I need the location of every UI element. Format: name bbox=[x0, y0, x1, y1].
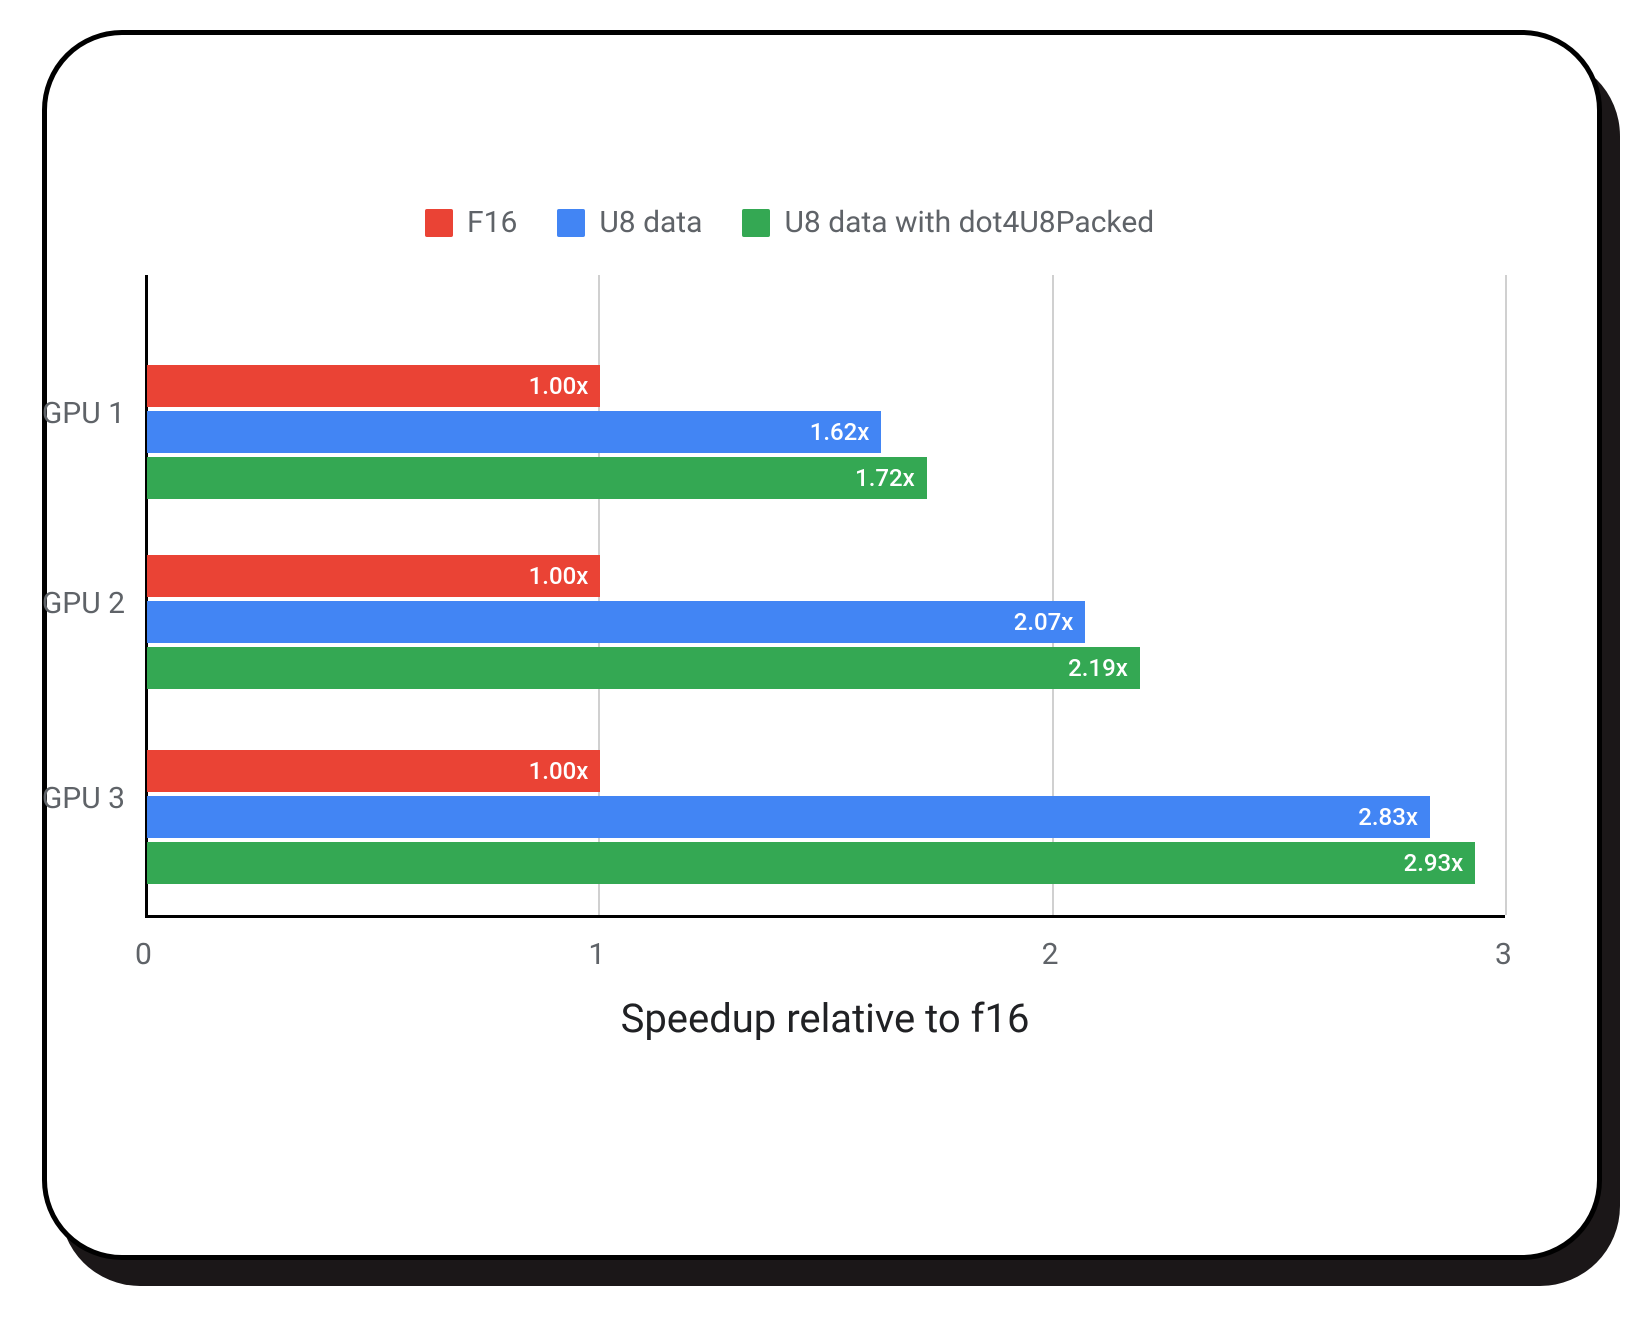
bar-value-label: 1.00x bbox=[529, 750, 589, 792]
category-label: GPU 1 bbox=[5, 396, 125, 431]
bar-value-label: 1.62x bbox=[810, 411, 870, 453]
x-axis bbox=[145, 915, 1505, 918]
bar: 1.00x bbox=[147, 750, 600, 792]
legend: F16 U8 data U8 data with dot4U8Packed bbox=[425, 205, 1154, 240]
plot-area: 0123GPU 11.00x1.62x1.72xGPU 21.00x2.07x2… bbox=[145, 275, 1505, 915]
legend-item-f16: F16 bbox=[425, 205, 517, 240]
legend-swatch bbox=[425, 209, 453, 237]
x-tick-label: 3 bbox=[1495, 937, 1512, 972]
bar-value-label: 1.72x bbox=[855, 457, 915, 499]
legend-label: U8 data with dot4U8Packed bbox=[784, 205, 1154, 240]
stage: F16 U8 data U8 data with dot4U8Packed 0 1… bbox=[0, 0, 1650, 1334]
bar: 1.00x bbox=[147, 555, 600, 597]
bar-value-label: 1.00x bbox=[529, 555, 589, 597]
category-label: GPU 3 bbox=[5, 781, 125, 816]
chart-card: F16 U8 data U8 data with dot4U8Packed 0 1… bbox=[42, 30, 1602, 1260]
gridline bbox=[1505, 275, 1507, 915]
x-axis-title: Speedup relative to f16 bbox=[145, 995, 1505, 1042]
legend-item-u8-packed: U8 data with dot4U8Packed bbox=[742, 205, 1154, 240]
bar-value-label: 2.83x bbox=[1358, 796, 1418, 838]
bar: 2.19x bbox=[147, 647, 1140, 689]
bar-value-label: 2.93x bbox=[1404, 842, 1464, 884]
bar: 1.00x bbox=[147, 365, 600, 407]
bar-value-label: 1.00x bbox=[529, 365, 589, 407]
bar-value-label: 2.07x bbox=[1014, 601, 1074, 643]
bar: 2.07x bbox=[147, 601, 1085, 643]
bar: 2.93x bbox=[147, 842, 1475, 884]
legend-label: U8 data bbox=[599, 205, 702, 240]
x-tick-label: 2 bbox=[1042, 937, 1059, 972]
legend-label: F16 bbox=[467, 205, 517, 240]
bar: 1.72x bbox=[147, 457, 927, 499]
bar: 1.62x bbox=[147, 411, 881, 453]
bar-value-label: 2.19x bbox=[1068, 647, 1128, 689]
bar: 2.83x bbox=[147, 796, 1430, 838]
legend-item-u8: U8 data bbox=[557, 205, 702, 240]
category-label: GPU 2 bbox=[5, 586, 125, 621]
legend-swatch bbox=[557, 209, 585, 237]
x-tick-label: 0 bbox=[135, 937, 152, 972]
legend-swatch bbox=[742, 209, 770, 237]
x-tick-label: 1 bbox=[588, 937, 605, 972]
